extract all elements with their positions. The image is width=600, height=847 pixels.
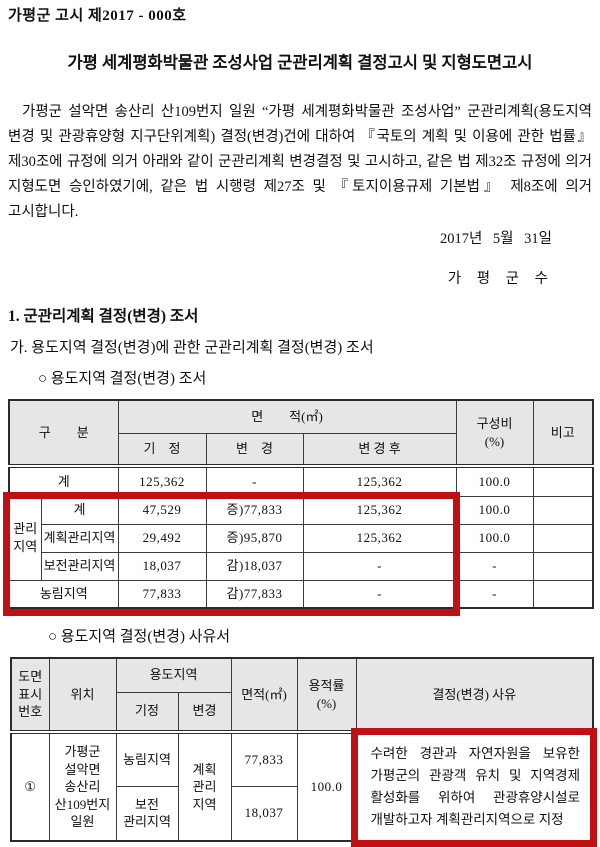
header-ratio: 구성비 (%) (455, 399, 534, 467)
cell-zone-existing-1: 농림지역 (115, 730, 179, 787)
cell-existing: 47,529 (117, 495, 207, 525)
cell-after: - (302, 551, 457, 581)
cell-change: 감)77,833 (205, 579, 304, 609)
cell-map-no: ① (10, 730, 50, 842)
cell-existing: 18,037 (117, 551, 207, 581)
table-row-preserve-mgmt: 보전관리지역 18,037 감)18,037 - - (9, 551, 594, 581)
reason-table-caption: ○ 용도지역 결정(변경) 사유서 (48, 629, 231, 645)
cell-after: 125,362 (302, 495, 457, 525)
cell-far: 100.0 (296, 730, 357, 842)
cell-after: 125,362 (302, 523, 457, 553)
cell-existing: 125,362 (117, 464, 207, 497)
cell-after: - (302, 579, 457, 609)
header-far: 용적률 (%) (296, 657, 357, 733)
cell-location: 가평군 설악면 송산리 산109번지 일원 (48, 730, 117, 842)
zoning-table-wrapper: 구 분 면 적(㎡) 구성비 (%) 비고 기 정 변 경 변 경 후 계 12… (3, 399, 595, 616)
cell-zone-change: 계획 관리 지역 (177, 730, 232, 842)
header-area-group: 면 적(㎡) (117, 399, 457, 434)
cell-ratio: 100.0 (455, 523, 534, 553)
row-label: 계 (40, 495, 119, 525)
zoning-table-caption: ○ 용도지역 결정(변경) 조서 (38, 371, 207, 387)
header-existing: 기 정 (117, 432, 207, 467)
cell-area-2: 18,037 (230, 785, 298, 842)
section-1-heading: 1. 군관리계획 결정(변경) 조서 (8, 308, 199, 325)
cell-change: 감)18,037 (205, 551, 304, 581)
header-after-change: 변 경 후 (302, 432, 457, 467)
notice-title: 가평 세계평화박물관 조성사업 군관리계획 결정고시 및 지형도면고시 (67, 53, 533, 72)
cell-remarks (532, 579, 594, 609)
header-area: 면적(㎡) (230, 657, 298, 733)
notice-body-paragraph: 가평군 설악면 송산리 산109번지 일원 “가평 세계평화박물관 조성사업” … (8, 104, 592, 220)
table-row-agri-forest: 농림지역 77,833 감)77,833 - - (8, 579, 594, 609)
row-label: 농림지역 (8, 579, 119, 609)
cell-zone-existing-2: 보전 관리지역 (115, 785, 179, 842)
cell-change: 증)95,870 (205, 523, 304, 553)
cell-existing: 77,833 (117, 579, 207, 609)
header-change: 변 경 (205, 432, 304, 467)
cell-ratio: 100.0 (455, 464, 534, 497)
row-group-label: 관리 지역 (8, 495, 42, 581)
header-map-no: 도면 표시 번호 (10, 657, 50, 733)
header-remarks: 비고 (532, 399, 594, 467)
reason-row-part1: ① 가평군 설악면 송산리 산109번지 일원 농림지역 계획 관리 지역 77… (10, 730, 594, 842)
cell-remarks (532, 495, 594, 525)
section-1a-heading: 가. 용도지역 결정(변경)에 관한 군관리계획 결정(변경) 조서 (10, 340, 374, 356)
reason-table-wrapper: 도면 표시 번호 위치 용도지역 면적(㎡) 용적률 (%) 결정(변경) 사유… (10, 657, 597, 847)
cell-remarks (532, 523, 594, 553)
row-label: 보전관리지역 (40, 551, 119, 581)
table-row-total: 계 125,362 - 125,362 100.0 (8, 464, 594, 497)
notice-signer: 가 평 군 수 (447, 270, 554, 287)
cell-remarks (532, 551, 594, 581)
cell-after: 125,362 (302, 464, 457, 497)
header-zone-existing: 기정 (115, 691, 179, 733)
cell-change: 증)77,833 (205, 495, 304, 525)
cell-change: - (205, 464, 304, 497)
cell-remarks (532, 464, 594, 497)
header-location: 위치 (48, 657, 117, 733)
table-row-mgmt-total: 관리 지역 계 47,529 증)77,833 125,362 100.0 (8, 495, 594, 581)
cell-reason: 수려한 경관과 자연자원을 보유한 가평군의 관광객 유치 및 지역경제 활성화… (355, 730, 594, 842)
document-number: 가평군 고시 제2017 - 000호 (8, 8, 187, 24)
cell-area-1: 77,833 (230, 730, 298, 787)
zoning-reason-table: 도면 표시 번호 위치 용도지역 면적(㎡) 용적률 (%) 결정(변경) 사유… (10, 657, 594, 842)
header-gubun: 구 분 (8, 399, 119, 467)
notice-date: 2017년 5월 31일 (439, 231, 552, 247)
header-zone-change: 변경 (177, 691, 232, 733)
row-label: 계 (8, 464, 119, 497)
cell-existing: 29,492 (117, 523, 207, 553)
row-label: 계획관리지역 (40, 523, 119, 553)
cell-ratio: 100.0 (455, 495, 534, 525)
zoning-decision-table: 구 분 면 적(㎡) 구성비 (%) 비고 기 정 변 경 변 경 후 계 12… (8, 399, 595, 609)
cell-ratio: - (455, 579, 534, 609)
header-zone-group: 용도지역 (115, 657, 232, 693)
table-row-plan-mgmt: 계획관리지역 29,492 증)95,870 125,362 100.0 (9, 523, 594, 553)
cell-ratio: - (455, 551, 534, 581)
header-reason: 결정(변경) 사유 (355, 657, 594, 733)
